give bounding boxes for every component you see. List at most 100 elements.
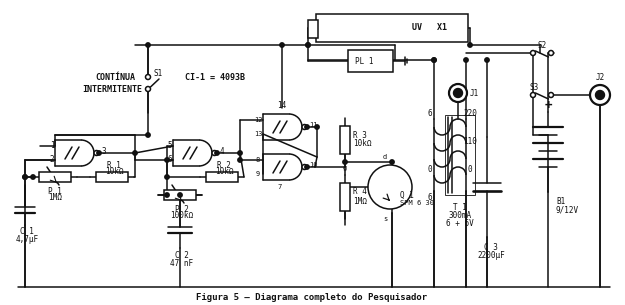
Circle shape: [485, 58, 489, 62]
Text: 12: 12: [254, 117, 262, 123]
Circle shape: [212, 150, 217, 156]
Text: s: s: [383, 216, 387, 222]
Text: 0: 0: [468, 164, 472, 174]
Circle shape: [238, 158, 242, 162]
Text: UV   X1: UV X1: [412, 23, 447, 33]
Circle shape: [22, 175, 28, 179]
Text: S1: S1: [153, 69, 162, 77]
Circle shape: [22, 175, 28, 179]
Bar: [164, 190, 196, 200]
Text: 5: 5: [168, 142, 172, 150]
Text: 220: 220: [463, 109, 477, 117]
Circle shape: [132, 151, 138, 155]
Bar: [348, 50, 393, 72]
Text: 300mA: 300mA: [449, 210, 472, 220]
Text: 6: 6: [428, 109, 432, 117]
Text: C 2: C 2: [175, 252, 189, 260]
Text: 14: 14: [278, 101, 287, 109]
Bar: [340, 183, 350, 211]
Bar: [308, 20, 318, 38]
Circle shape: [146, 74, 151, 80]
Text: 110: 110: [463, 137, 477, 145]
Text: 3: 3: [102, 146, 107, 156]
Circle shape: [165, 193, 169, 197]
Text: R 1: R 1: [107, 160, 121, 170]
Text: 9: 9: [256, 171, 260, 177]
Text: g: g: [343, 165, 347, 171]
Text: T 1: T 1: [453, 203, 467, 211]
Circle shape: [146, 133, 150, 137]
Circle shape: [454, 88, 462, 98]
Circle shape: [464, 58, 468, 62]
Text: 9/12V: 9/12V: [556, 206, 579, 214]
Circle shape: [315, 125, 319, 129]
Circle shape: [549, 92, 554, 98]
Text: R 3: R 3: [353, 131, 367, 139]
Circle shape: [94, 150, 99, 156]
Text: 6: 6: [428, 192, 432, 202]
Text: 1MΩ: 1MΩ: [48, 193, 62, 203]
Bar: [96, 172, 128, 182]
Text: J1: J1: [470, 88, 479, 98]
Bar: [340, 126, 350, 154]
Text: 8: 8: [256, 157, 260, 163]
Text: 10: 10: [309, 162, 318, 168]
Circle shape: [165, 158, 169, 162]
Circle shape: [146, 87, 151, 92]
Text: R 4: R 4: [353, 188, 367, 196]
Circle shape: [97, 151, 101, 155]
Circle shape: [342, 160, 348, 164]
Text: B1: B1: [556, 198, 565, 206]
Text: 11: 11: [309, 122, 318, 128]
Text: 10kΩ: 10kΩ: [353, 139, 371, 149]
Text: 1MΩ: 1MΩ: [353, 196, 367, 206]
Circle shape: [432, 58, 436, 62]
Text: R 2: R 2: [217, 160, 231, 170]
Text: Q 1: Q 1: [400, 191, 414, 199]
Text: 2: 2: [50, 156, 54, 164]
Circle shape: [215, 151, 219, 155]
Circle shape: [531, 51, 536, 56]
Text: 10kΩ: 10kΩ: [105, 167, 123, 177]
Circle shape: [177, 193, 182, 197]
Bar: [39, 172, 71, 182]
Bar: [316, 14, 468, 42]
Text: 6 + 6V: 6 + 6V: [446, 218, 474, 228]
Text: 10kΩ: 10kΩ: [215, 167, 233, 177]
Circle shape: [146, 43, 150, 47]
Text: d: d: [383, 154, 387, 160]
Text: 0: 0: [428, 164, 432, 174]
Text: 7: 7: [278, 184, 282, 190]
Text: P 2: P 2: [175, 204, 189, 214]
Text: S3: S3: [529, 82, 538, 92]
Text: C 3: C 3: [484, 242, 498, 252]
Text: PL 1: PL 1: [355, 56, 374, 66]
Text: INTERMITENTE: INTERMITENTE: [82, 84, 142, 94]
Text: 100kΩ: 100kΩ: [171, 211, 194, 221]
Circle shape: [368, 165, 412, 209]
Text: CI-1 = 4093B: CI-1 = 4093B: [185, 73, 245, 81]
Circle shape: [306, 43, 310, 47]
Text: SPM 6 30: SPM 6 30: [400, 200, 434, 206]
Circle shape: [31, 175, 35, 179]
Circle shape: [302, 164, 307, 170]
Text: +: +: [544, 99, 552, 112]
Text: 4,7μF: 4,7μF: [16, 235, 39, 243]
Circle shape: [306, 43, 310, 47]
Circle shape: [280, 43, 284, 47]
Text: 2200μF: 2200μF: [477, 250, 505, 260]
Circle shape: [432, 58, 436, 62]
Bar: [445, 115, 475, 195]
Circle shape: [590, 85, 610, 105]
Circle shape: [468, 43, 472, 47]
Text: Figura 5 – Diagrama completo do Pesquisador: Figura 5 – Diagrama completo do Pesquisa…: [196, 292, 428, 302]
Circle shape: [165, 175, 169, 179]
Text: 4: 4: [220, 146, 224, 156]
Circle shape: [531, 92, 536, 98]
Text: P 1: P 1: [48, 186, 62, 196]
Circle shape: [302, 124, 307, 130]
Text: S2: S2: [538, 41, 547, 49]
Bar: [206, 172, 238, 182]
Circle shape: [238, 151, 242, 155]
Circle shape: [390, 160, 394, 164]
